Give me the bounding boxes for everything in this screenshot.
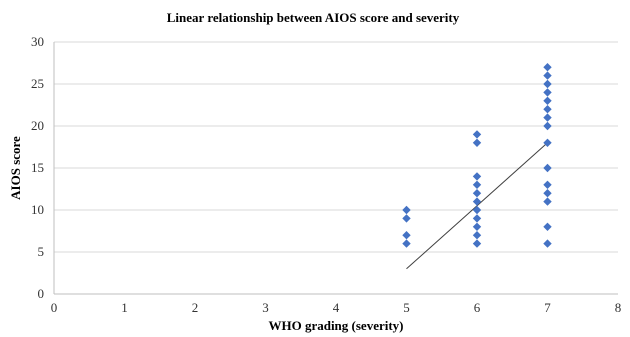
x-tick-label: 6 <box>474 300 481 315</box>
data-point <box>472 130 482 139</box>
data-point <box>543 239 552 248</box>
data-point <box>543 113 552 122</box>
data-point <box>402 239 411 248</box>
data-point <box>543 79 552 89</box>
gridlines <box>54 41 618 253</box>
x-tick-label: 0 <box>51 300 58 315</box>
y-tick-label: 30 <box>31 34 44 49</box>
data-point <box>543 138 552 147</box>
axes <box>53 42 618 295</box>
x-axis-ticks: 0 1 2 3 4 5 6 7 8 <box>51 300 622 315</box>
data-point <box>402 231 411 240</box>
data-point <box>543 121 552 131</box>
x-tick-label: 2 <box>192 300 199 315</box>
data-point <box>472 138 482 147</box>
data-point <box>472 214 482 223</box>
y-axis-title: AIOS score <box>8 136 23 200</box>
data-point <box>472 189 482 198</box>
y-axis-ticks: 0 5 10 15 20 25 30 <box>31 34 44 301</box>
y-tick-label: 20 <box>31 118 44 133</box>
data-point <box>543 63 552 72</box>
x-tick-label: 7 <box>544 300 551 315</box>
data-point <box>543 71 552 80</box>
x-tick-label: 1 <box>121 300 128 315</box>
data-point <box>543 189 552 198</box>
data-points <box>402 63 552 248</box>
data-point <box>472 197 482 206</box>
y-tick-label: 15 <box>31 160 44 175</box>
data-point <box>472 180 482 189</box>
data-point <box>472 222 482 231</box>
data-point <box>472 231 482 240</box>
data-point <box>402 214 411 223</box>
data-point <box>543 105 552 114</box>
y-tick-label: 0 <box>38 286 45 301</box>
chart-title: Linear relationship between AIOS score a… <box>167 10 460 25</box>
y-tick-label: 5 <box>38 244 45 259</box>
x-tick-label: 5 <box>403 300 410 315</box>
data-point <box>543 197 552 206</box>
y-tick-label: 10 <box>31 202 44 217</box>
x-tick-label: 8 <box>615 300 622 315</box>
data-point <box>543 222 552 231</box>
data-point <box>543 96 552 105</box>
data-point <box>543 163 552 173</box>
data-point <box>543 180 552 189</box>
data-point <box>472 172 482 181</box>
data-point <box>472 205 482 215</box>
x-tick-label: 3 <box>262 300 269 315</box>
y-tick-label: 25 <box>31 76 44 91</box>
x-tick-label: 4 <box>333 300 340 315</box>
data-point <box>543 88 552 97</box>
x-axis-title: WHO grading (severity) <box>268 318 403 333</box>
data-point <box>472 239 482 248</box>
data-point <box>402 205 411 215</box>
